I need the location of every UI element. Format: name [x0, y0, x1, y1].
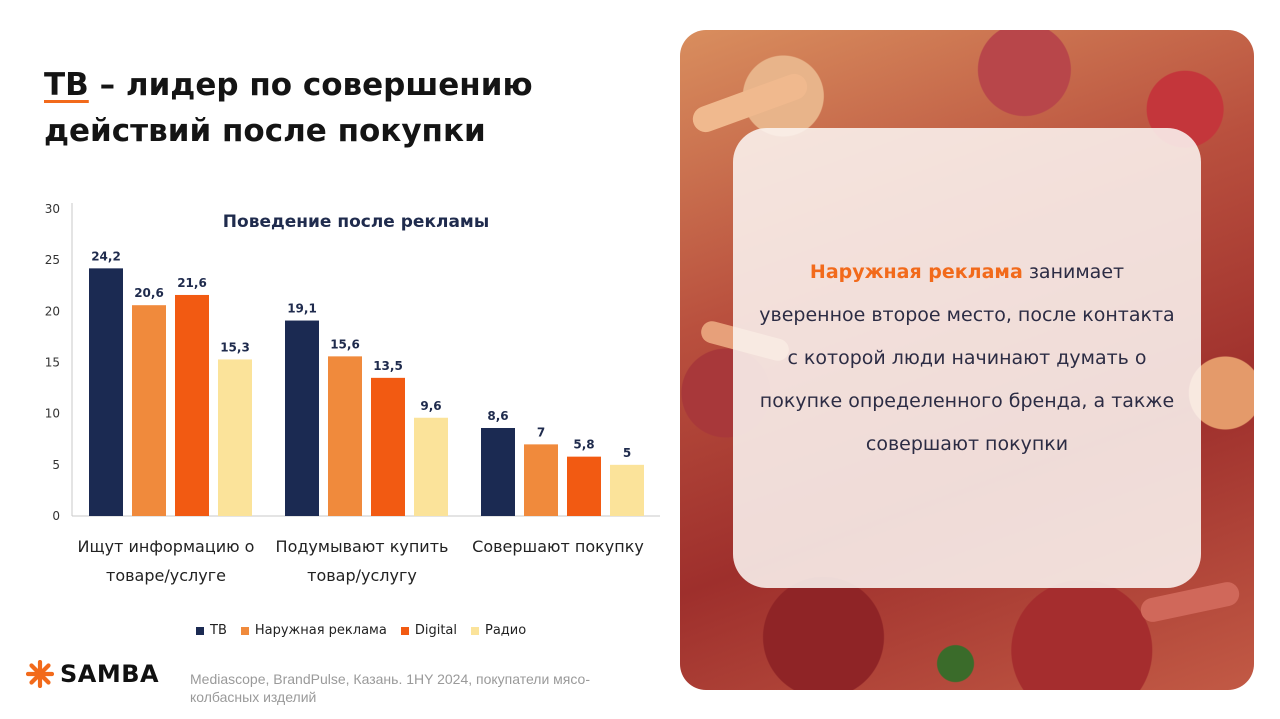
legend-item: Наружная реклама [240, 623, 387, 638]
y-tick-label: 5 [52, 458, 60, 472]
y-tick-label: 0 [52, 509, 60, 523]
y-tick-label: 15 [45, 356, 60, 370]
legend-swatch [471, 626, 479, 635]
bar [175, 294, 209, 516]
samba-logo: SAMBA [26, 660, 159, 688]
legend-label: ТВ [210, 623, 227, 638]
x-category-label: товаре/услуге [106, 566, 226, 585]
data-label: 15,3 [220, 340, 250, 354]
data-label: 9,6 [420, 399, 441, 413]
bar [89, 268, 123, 516]
asterisk-logo-icon [26, 660, 54, 688]
data-label: 24,2 [91, 249, 121, 263]
title-accent: ТВ [44, 67, 89, 103]
bar [132, 305, 166, 516]
bar [371, 377, 405, 516]
legend-swatch [240, 626, 249, 635]
data-label: 8,6 [487, 409, 508, 423]
data-label: 15,6 [330, 337, 360, 351]
data-label: 7 [537, 425, 545, 439]
legend-swatch [400, 626, 409, 635]
bar-chart: Поведение после рекламы 0 5 10 15 20 25 30 24,2 2… [45, 202, 660, 585]
bar [414, 417, 448, 516]
data-label: 5,8 [573, 438, 594, 452]
legend-label: Digital [414, 623, 457, 638]
legend-item: ТВ [196, 623, 227, 638]
x-category-label: товар/услугу [307, 566, 417, 585]
legend-label: Наружная реклама [254, 623, 387, 638]
slide-title: ТВ – лидер по совершению действий после … [44, 62, 644, 154]
legend-item: Радио [471, 623, 526, 638]
title-rest: – лидер по совершению [88, 67, 533, 103]
x-category-label: Подумывают купить [276, 537, 449, 556]
title-line-2: действий после покупки [44, 113, 486, 149]
card-body: занимает уверенное второе место, после к… [759, 260, 1175, 455]
data-label: 13,5 [373, 359, 403, 373]
legend-item: Digital [400, 623, 457, 638]
card-highlight: Наружная реклама [809, 260, 1023, 283]
y-tick-label: 30 [45, 202, 60, 216]
source-note: Mediascope, BrandPulse, Казань. 1HY 2024… [190, 671, 590, 705]
x-category-label: Совершают покупку [472, 537, 644, 556]
bar [285, 320, 319, 516]
chart-legend: ТВ Наружная реклама Digital Радио [196, 623, 526, 638]
data-label: 5 [623, 446, 631, 460]
legend-swatch [196, 626, 204, 635]
chart-title: Поведение после рекламы [223, 212, 489, 232]
y-tick-label: 10 [45, 407, 60, 421]
bar [218, 359, 252, 516]
bar [610, 464, 644, 516]
data-label: 20,6 [134, 286, 164, 300]
bar [524, 444, 558, 516]
card-text: Наружная реклама занимает уверенное втор… [757, 251, 1177, 466]
x-category-label: Ищут информацию о [78, 537, 255, 556]
info-card: Наружная реклама занимает уверенное втор… [733, 128, 1201, 588]
bar [567, 456, 601, 516]
data-label: 19,1 [287, 302, 317, 316]
bar [481, 427, 515, 516]
data-label: 21,6 [177, 276, 207, 290]
logo-text: SAMBA [60, 660, 160, 688]
y-tick-label: 20 [45, 304, 60, 318]
legend-label: Радио [485, 623, 527, 638]
bar [328, 356, 362, 516]
y-tick-label: 25 [45, 253, 60, 267]
